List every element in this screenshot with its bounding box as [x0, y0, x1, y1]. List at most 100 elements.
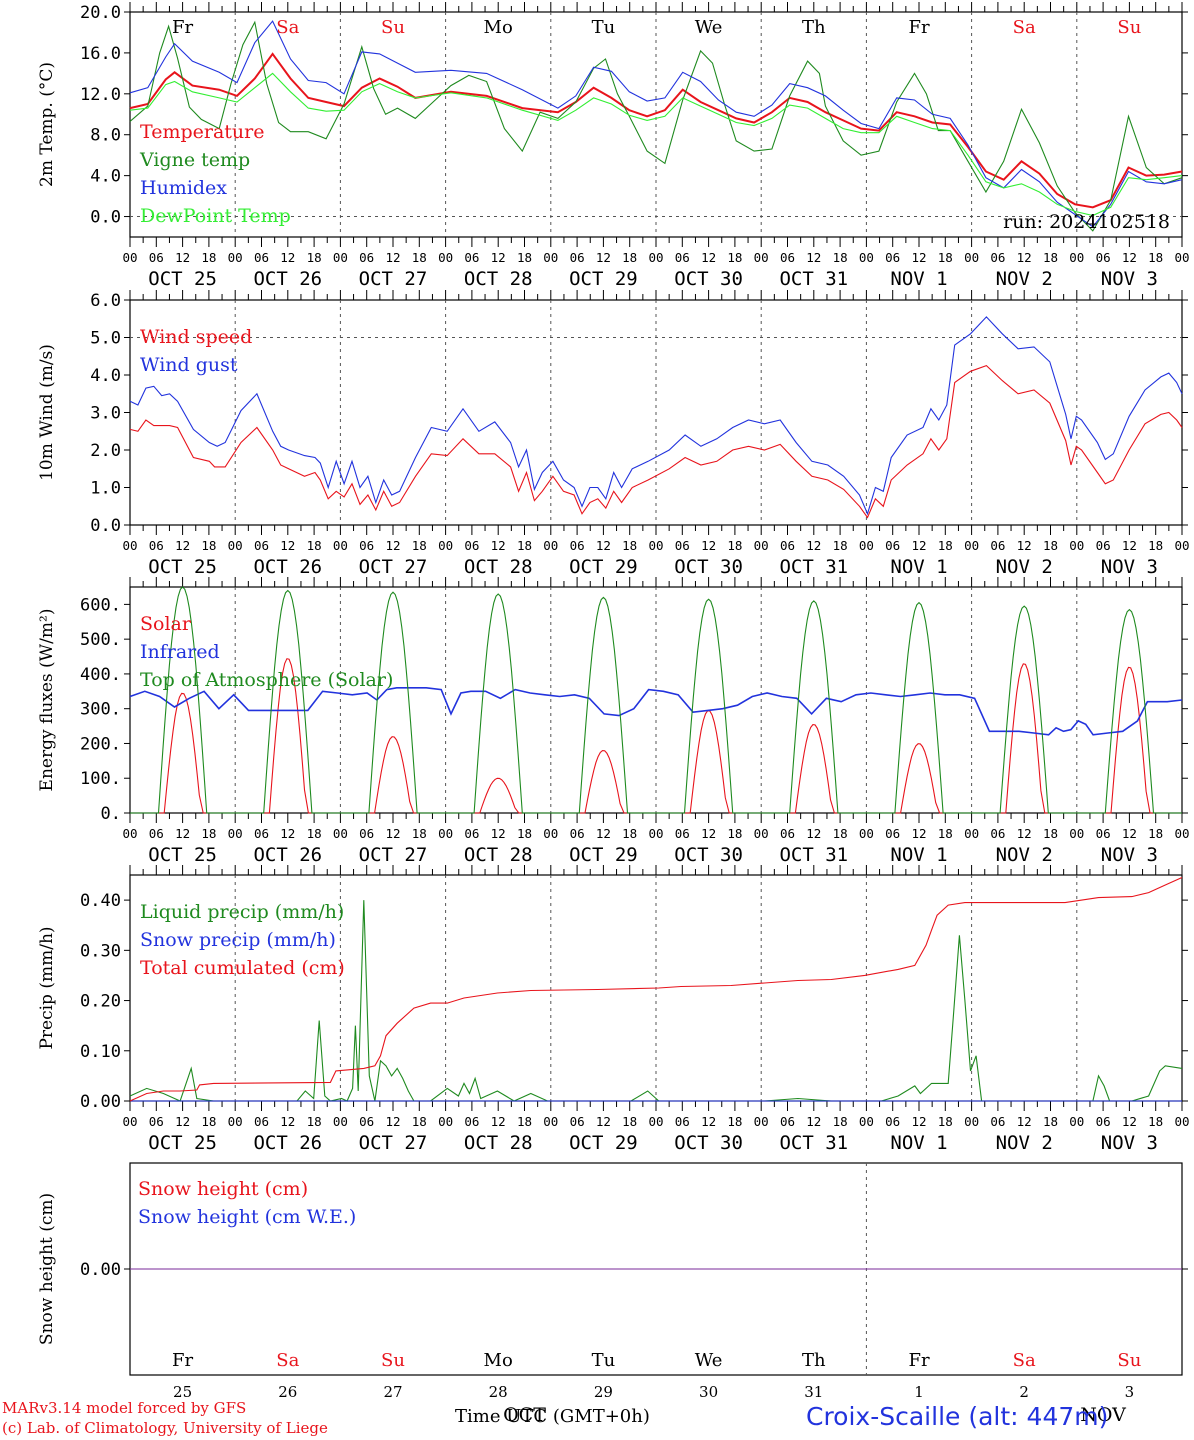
- legend-entry: Snow height (cm): [138, 1178, 308, 1200]
- hour-label: 06: [359, 1114, 374, 1129]
- y-tick-label: 3.0: [90, 404, 121, 424]
- y-tick-label: 20.0: [80, 3, 121, 23]
- day-number: 31: [804, 1383, 823, 1401]
- hour-label: 00: [754, 826, 769, 841]
- hour-label: 18: [1043, 1114, 1058, 1129]
- day-number: 29: [594, 1383, 613, 1401]
- hour-label: 18: [307, 538, 322, 553]
- legend-entry: Vigne temp: [139, 149, 250, 171]
- hour-label: 18: [412, 1114, 427, 1129]
- date-label: OCT 28: [464, 556, 533, 578]
- hour-label: 06: [990, 826, 1005, 841]
- date-label: OCT 28: [464, 844, 533, 866]
- hour-label: 12: [911, 538, 926, 553]
- hour-label: 18: [201, 250, 216, 265]
- hour-label: 06: [885, 250, 900, 265]
- hour-label: 06: [1096, 826, 1111, 841]
- hour-label: 06: [990, 538, 1005, 553]
- y-tick-label: 0.00: [80, 1260, 121, 1280]
- hour-label: 18: [412, 826, 427, 841]
- hour-label: 18: [307, 826, 322, 841]
- hour-label: 12: [1122, 826, 1137, 841]
- hour-label: 18: [517, 250, 532, 265]
- hour-label: 06: [254, 826, 269, 841]
- series-line-infrared: [129, 687, 1183, 736]
- y-axis-label: Snow height (cm): [37, 1193, 57, 1345]
- hour-label: 12: [280, 538, 295, 553]
- hour-label: 00: [1069, 538, 1084, 553]
- series-line-dewpoint-temp: [129, 72, 1183, 217]
- series-line-total-cumulated-cm-: [129, 876, 1183, 1102]
- hour-label: 12: [701, 826, 716, 841]
- day-number: 26: [278, 1383, 297, 1401]
- y-axis-label: 2m Temp. (°C): [37, 62, 57, 187]
- date-label: NOV 1: [890, 844, 947, 866]
- hour-label: 00: [1069, 826, 1084, 841]
- hour-label: 18: [517, 538, 532, 553]
- hour-label: 00: [859, 538, 874, 553]
- date-label: NOV 3: [1101, 268, 1158, 290]
- hour-label: 18: [727, 1114, 742, 1129]
- hour-label: 06: [780, 250, 795, 265]
- y-tick-label: 100.: [80, 769, 121, 789]
- y-tick-label: 400.: [80, 665, 121, 685]
- hour-label: 00: [438, 826, 453, 841]
- hour-label: 18: [622, 1114, 637, 1129]
- hour-label: 12: [175, 826, 190, 841]
- hour-label: 00: [122, 538, 137, 553]
- hour-label: 12: [175, 1114, 190, 1129]
- date-label: OCT 31: [779, 1132, 848, 1154]
- hour-label: 00: [122, 250, 137, 265]
- hour-label: 00: [754, 250, 769, 265]
- hour-label: 06: [990, 1114, 1005, 1129]
- hour-label: 06: [1096, 1114, 1111, 1129]
- hour-label: 18: [938, 826, 953, 841]
- date-label: NOV 2: [996, 844, 1053, 866]
- date-label: OCT 25: [148, 844, 217, 866]
- weekday-label: Th: [802, 1350, 826, 1371]
- hour-label: 18: [938, 538, 953, 553]
- hour-label: 18: [1148, 1114, 1163, 1129]
- hour-label: 00: [859, 1114, 874, 1129]
- legend-entry: Humidex: [140, 177, 227, 199]
- weekday-label: Su: [381, 1350, 405, 1371]
- hour-label: 18: [201, 538, 216, 553]
- hour-label: 12: [175, 538, 190, 553]
- date-label: OCT 26: [253, 1132, 322, 1154]
- hour-label: 00: [122, 826, 137, 841]
- panel-4: Precip (mm/h): [37, 865, 1188, 1111]
- hour-label: 12: [596, 538, 611, 553]
- legend-entry: Liquid precip (mm/h): [140, 901, 344, 923]
- hour-label: 00: [228, 538, 243, 553]
- date-label: OCT 29: [569, 268, 638, 290]
- weekday-label: We: [695, 1350, 723, 1371]
- y-tick-label: 4.0: [90, 167, 121, 187]
- y-tick-label: 0.40: [80, 891, 121, 911]
- y-tick-label: 0.0: [90, 516, 121, 536]
- date-label: OCT 29: [569, 844, 638, 866]
- day-number: 27: [383, 1383, 402, 1401]
- date-label: OCT 30: [674, 268, 743, 290]
- y-tick-label: 0.20: [80, 992, 121, 1012]
- date-label: OCT 26: [253, 268, 322, 290]
- hour-label: 00: [333, 538, 348, 553]
- hour-label: 06: [570, 1114, 585, 1129]
- hour-label: 00: [964, 538, 979, 553]
- hour-label: 12: [701, 538, 716, 553]
- hour-label: 12: [806, 538, 821, 553]
- legend-entry: Infrared: [140, 641, 220, 663]
- hour-label: 00: [648, 538, 663, 553]
- hour-label: 12: [806, 1114, 821, 1129]
- hour-label: 12: [911, 826, 926, 841]
- hour-label: 18: [727, 250, 742, 265]
- hour-label: 06: [780, 538, 795, 553]
- hour-label: 12: [1122, 250, 1137, 265]
- date-label: OCT 25: [148, 268, 217, 290]
- legend-entry: Temperature: [140, 121, 264, 143]
- hour-label: 18: [622, 826, 637, 841]
- day-number: 1: [914, 1383, 924, 1401]
- hour-label: 00: [543, 826, 558, 841]
- y-axis-label: Energy fluxes (W/m²): [37, 609, 57, 792]
- hour-label: 18: [833, 538, 848, 553]
- hour-label: 18: [201, 1114, 216, 1129]
